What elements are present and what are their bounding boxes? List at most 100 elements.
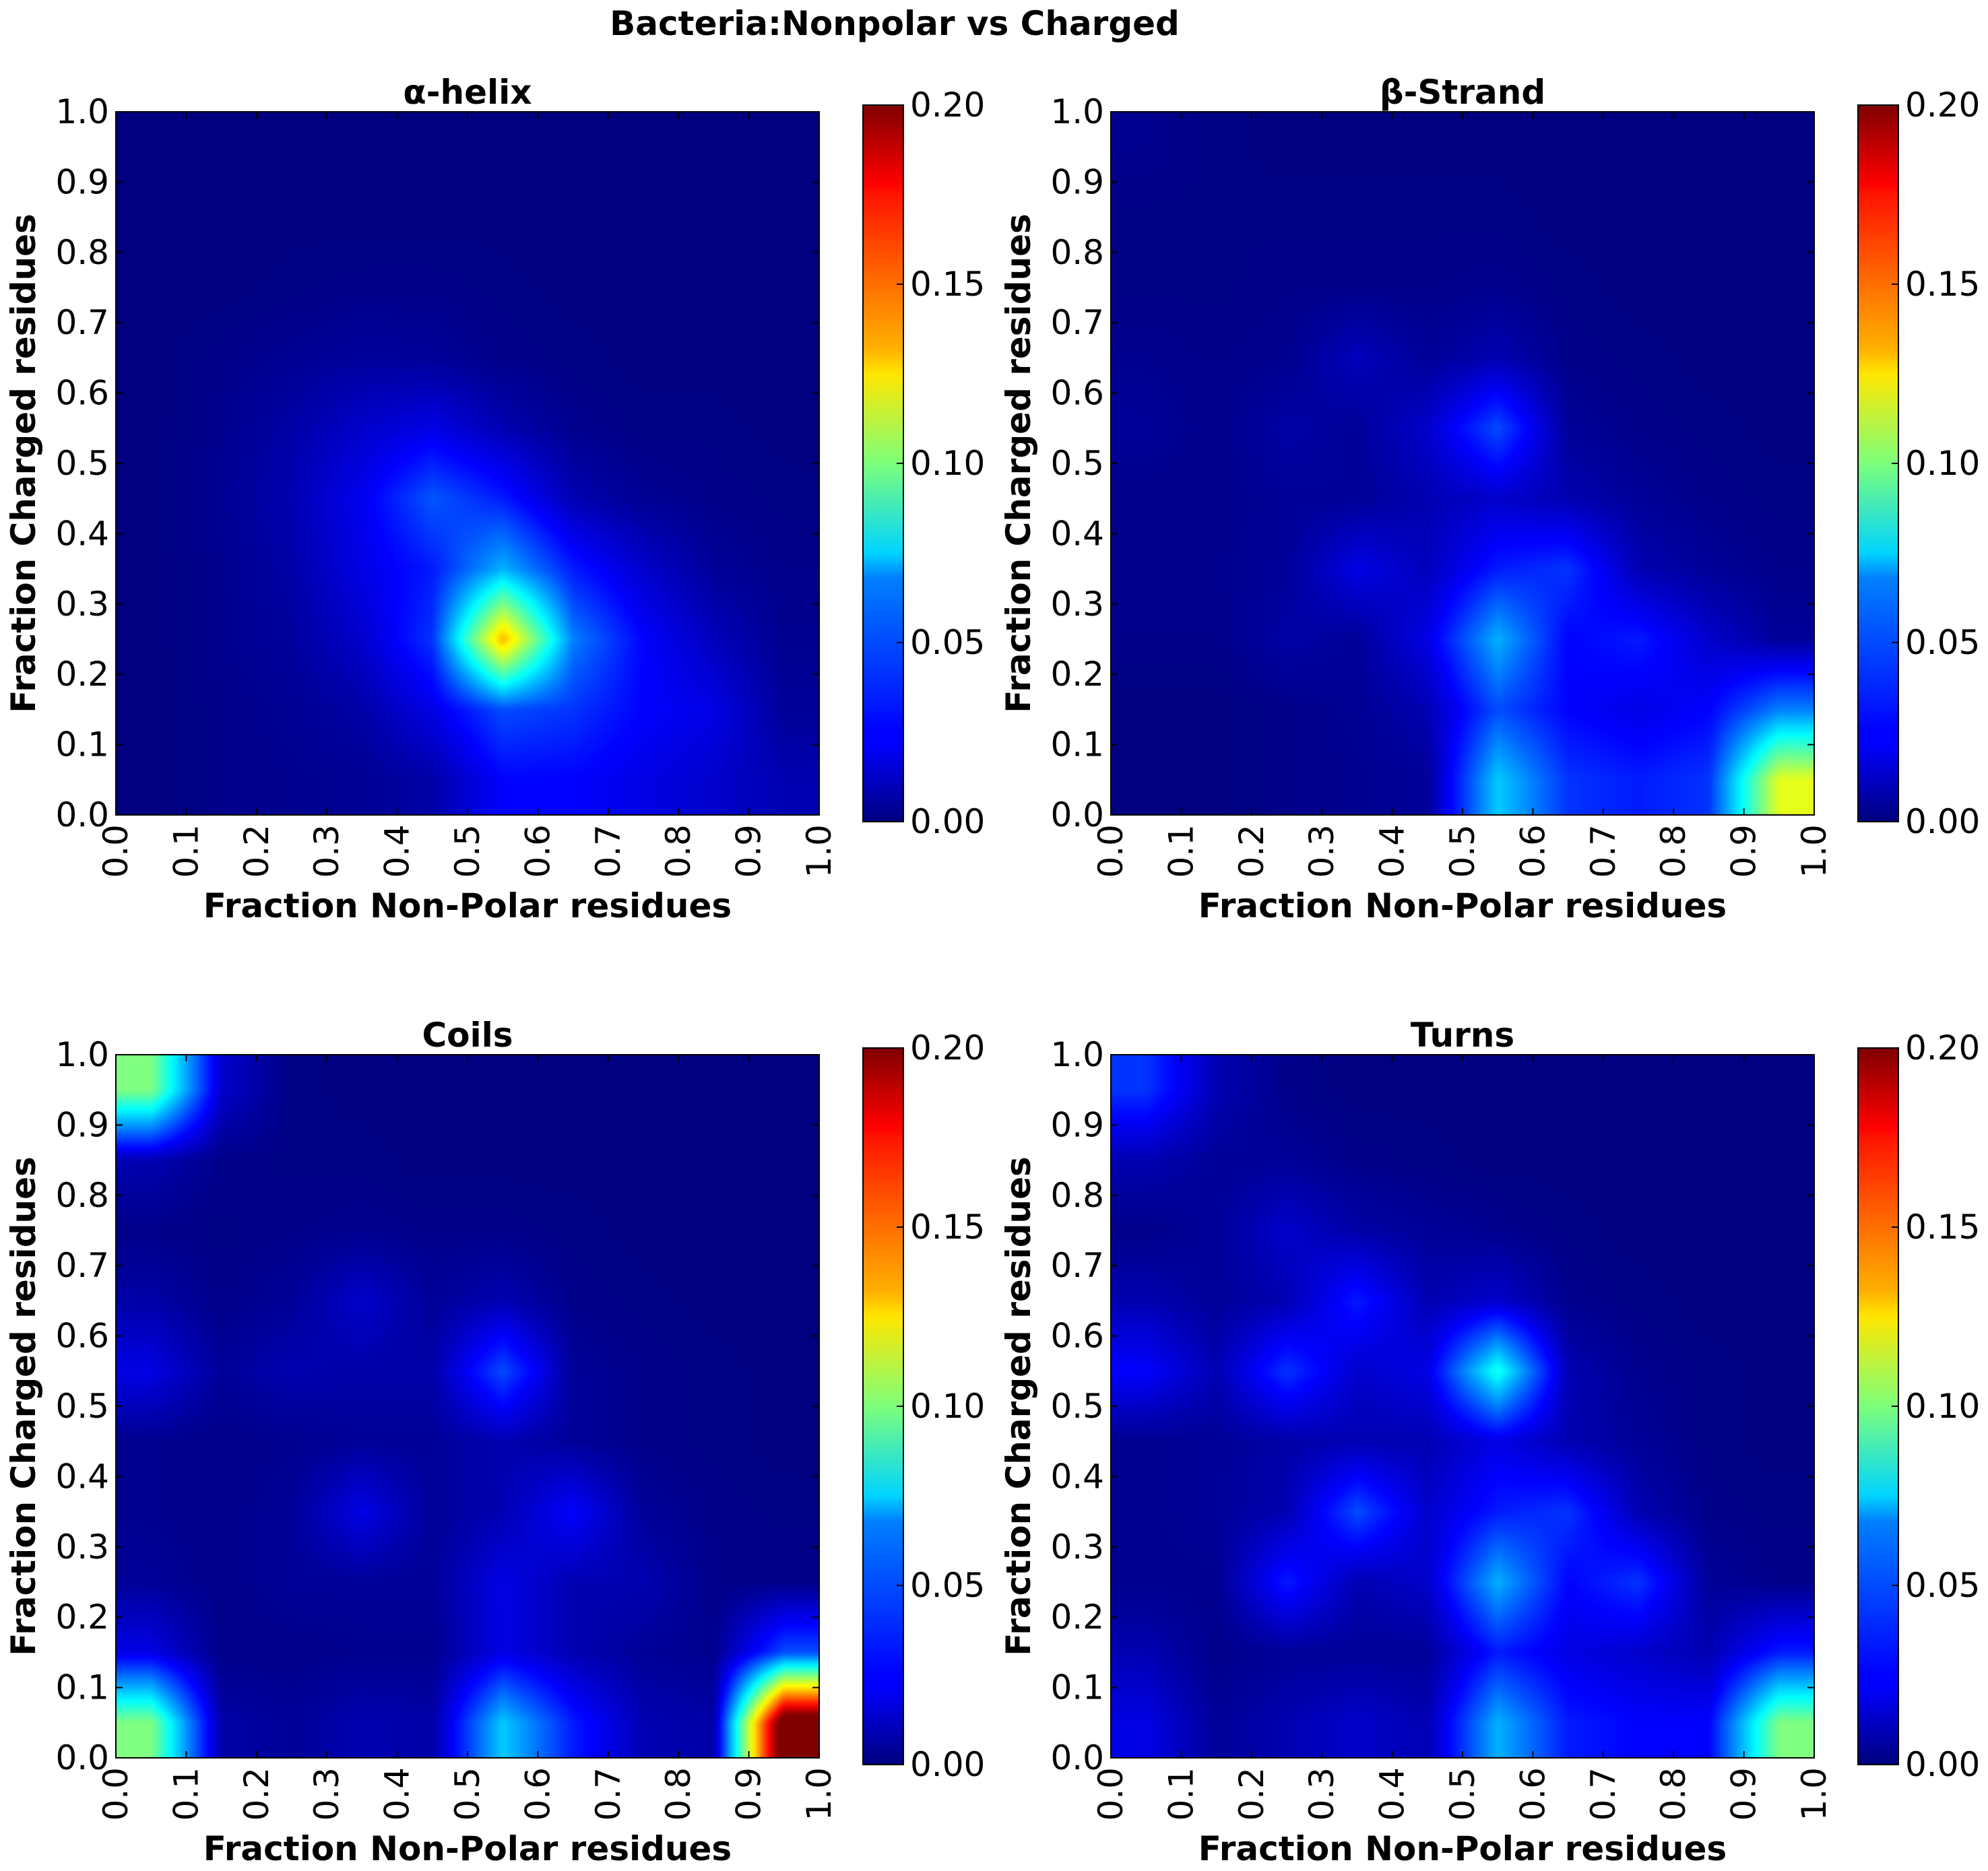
colorbar-tick-label: 0.20: [1905, 1028, 1980, 1068]
x-tick-label: 0.0: [1091, 1767, 1130, 1821]
y-tick-label: 0.1: [1050, 725, 1104, 764]
y-tick-label: 0.0: [55, 1738, 109, 1777]
panels: α-helix 0.0 0.1 0.2 0.3 0.4 0.5 0.6 0.7 0.8 0.9 1.0…: [4, 73, 1980, 1868]
colorbar-tick-label: 0.10: [910, 444, 985, 483]
x-tick-label: 0.3: [1302, 1767, 1341, 1821]
x-tick-label: 0.1: [1161, 1767, 1200, 1821]
colorbar-tick-label: 0.00: [1905, 1745, 1980, 1784]
x-tick-label: 0.6: [518, 824, 557, 878]
y-tick-label: 0.4: [55, 514, 109, 553]
y-tick-label: 0.9: [55, 162, 109, 201]
y-tick-label: 0.3: [1050, 585, 1104, 624]
colorbar-tick-label: 0.05: [1905, 623, 1980, 662]
x-tick-label: 0.2: [1232, 824, 1271, 878]
y-tick-label: 0.4: [1050, 1457, 1104, 1496]
y-tick-label: 0.9: [1050, 162, 1104, 201]
y-tick-label: 0.3: [55, 1528, 109, 1567]
colorbar: 0.00 0.05 0.10 0.15 0.20: [1857, 1028, 1980, 1784]
x-tick-label: 1.0: [800, 824, 839, 878]
heatmap-image: [1111, 112, 1814, 815]
x-tick-label: 0.8: [659, 1767, 698, 1821]
heatmap-image: [1111, 1055, 1814, 1758]
panel-title: Turns: [1411, 1016, 1514, 1055]
colorbar: 0.00 0.05 0.10 0.15 0.20: [862, 86, 985, 841]
panel-title: β-Strand: [1380, 73, 1545, 112]
y-tick-label: 1.0: [55, 92, 109, 131]
x-tick-label: 0.7: [1584, 1767, 1623, 1821]
heatmap-panel-3: Coils 0.0 0.1 0.2 0.3 0.4 0.5 0.6 0.7 0.8 0.9 1.0 0.…: [4, 1016, 985, 1868]
y-tick-label: 0.8: [55, 1176, 109, 1215]
y-tick-label: 0.0: [55, 795, 109, 834]
y-tick-label: 0.6: [55, 374, 109, 413]
colorbar-tick-label: 0.00: [1905, 802, 1980, 841]
y-tick-label: 1.0: [1050, 92, 1104, 131]
x-tick-label: 0.6: [518, 1767, 557, 1821]
colorbar-tick-label: 0.00: [910, 1745, 985, 1784]
x-axis-label: Fraction Non-Polar residues: [1198, 1829, 1727, 1868]
x-tick-label: 0.5: [448, 1767, 487, 1821]
colorbar-tick-label: 0.20: [910, 1028, 985, 1068]
y-tick-label: 0.9: [1050, 1105, 1104, 1144]
colorbar-tick-label: 0.10: [1905, 444, 1980, 483]
x-tick-label: 0.0: [1091, 824, 1130, 878]
y-tick-label: 0.5: [1050, 1387, 1104, 1426]
panel-title: Coils: [422, 1016, 513, 1055]
x-tick-label: 0.3: [1302, 824, 1341, 878]
x-tick-label: 0.2: [1232, 1767, 1271, 1821]
colorbar-tick-label: 0.15: [1905, 1208, 1980, 1247]
y-tick-label: 0.2: [1050, 1598, 1104, 1637]
colorbar-tick-label: 0.05: [1905, 1566, 1980, 1605]
colorbar-tick-label: 0.10: [910, 1387, 985, 1426]
x-tick-label: 0.2: [237, 1767, 276, 1821]
colorbar-tick-label: 0.05: [910, 623, 985, 662]
x-tick-label: 0.3: [307, 1767, 346, 1821]
y-tick-label: 0.8: [55, 233, 109, 272]
y-tick-label: 0.5: [55, 444, 109, 483]
y-tick-label: 0.2: [1050, 655, 1104, 694]
x-axis-label: Fraction Non-Polar residues: [1198, 886, 1727, 925]
figure-suptitle: Bacteria:Nonpolar vs Charged: [610, 4, 1180, 43]
y-tick-label: 1.0: [1050, 1035, 1104, 1074]
heatmap-image: [116, 112, 819, 815]
x-axis-label: Fraction Non-Polar residues: [203, 1829, 732, 1868]
x-tick-label: 0.5: [1443, 824, 1482, 878]
colorbar: 0.00 0.05 0.10 0.15 0.20: [862, 1028, 985, 1784]
x-tick-label: 1.0: [800, 1767, 839, 1821]
x-tick-label: 0.0: [96, 1767, 135, 1821]
y-tick-label: 0.6: [55, 1317, 109, 1356]
colorbar: 0.00 0.05 0.10 0.15 0.20: [1857, 86, 1980, 841]
y-tick-label: 0.3: [55, 585, 109, 624]
colorbar-tick-label: 0.15: [910, 265, 985, 304]
x-tick-label: 0.5: [1443, 1767, 1482, 1821]
y-axis-label: Fraction Charged residues: [4, 1156, 43, 1656]
y-tick-label: 0.4: [1050, 514, 1104, 553]
x-tick-label: 0.4: [1373, 1767, 1412, 1821]
x-tick-label: 0.1: [1161, 824, 1200, 878]
y-axis-label: Fraction Charged residues: [999, 1156, 1038, 1656]
x-tick-label: 0.5: [448, 824, 487, 878]
y-tick-label: 0.3: [1050, 1528, 1104, 1567]
x-tick-label: 0.1: [166, 1767, 205, 1821]
x-axis-label: Fraction Non-Polar residues: [203, 886, 732, 925]
y-tick-label: 0.8: [1050, 233, 1104, 272]
x-tick-label: 0.8: [1654, 1767, 1693, 1821]
heatmap-panel-1: α-helix 0.0 0.1 0.2 0.3 0.4 0.5 0.6 0.7 0.8 0.9 1.0…: [4, 73, 985, 925]
y-tick-label: 0.9: [55, 1105, 109, 1144]
x-tick-label: 0.2: [237, 824, 276, 878]
y-tick-label: 0.4: [55, 1457, 109, 1496]
colorbar-tick-label: 0.10: [1905, 1387, 1980, 1426]
x-tick-label: 0.9: [1725, 1767, 1764, 1821]
heatmap-panel-4: Turns 0.0 0.1 0.2 0.3 0.4 0.5 0.6 0.7 0.8 0.9 1.0 0.…: [999, 1016, 1980, 1868]
y-tick-label: 0.6: [1050, 374, 1104, 413]
y-tick-label: 0.7: [55, 1246, 109, 1285]
x-tick-label: 0.4: [1373, 824, 1412, 878]
colorbar-tick-label: 0.00: [910, 802, 985, 841]
y-tick-label: 0.5: [55, 1387, 109, 1426]
y-tick-label: 0.7: [1050, 1246, 1104, 1285]
x-tick-label: 0.7: [589, 824, 628, 878]
x-tick-label: 0.4: [378, 824, 417, 878]
colorbar-tick-label: 0.15: [910, 1208, 985, 1247]
heatmap-image: [116, 1055, 819, 1758]
colorbar-tick-label: 0.20: [910, 86, 985, 125]
